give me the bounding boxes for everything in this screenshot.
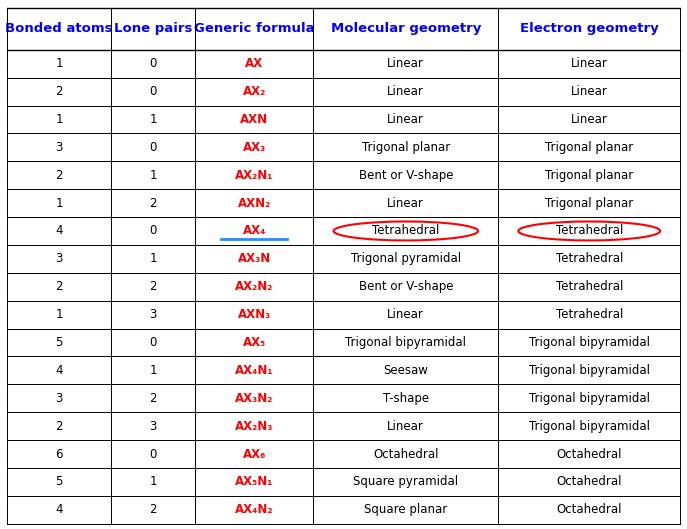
- Text: 2: 2: [55, 419, 63, 433]
- Text: AX₂N₁: AX₂N₁: [235, 169, 273, 182]
- Text: Tetrahedral: Tetrahedral: [556, 252, 623, 266]
- Text: Tetrahedral: Tetrahedral: [556, 280, 623, 293]
- Text: Seesaw: Seesaw: [383, 364, 428, 377]
- Text: 4: 4: [55, 224, 63, 238]
- Text: AXN₂: AXN₂: [238, 197, 271, 209]
- Text: 2: 2: [150, 197, 157, 209]
- Text: Bonded atoms: Bonded atoms: [5, 22, 113, 35]
- Text: Tetrahedral: Tetrahedral: [556, 308, 623, 321]
- Text: Linear: Linear: [387, 113, 424, 126]
- Text: Square pyramidal: Square pyramidal: [353, 476, 458, 488]
- Text: Linear: Linear: [387, 57, 424, 70]
- Text: Octahedral: Octahedral: [556, 448, 622, 461]
- Text: Linear: Linear: [571, 57, 608, 70]
- Text: 0: 0: [150, 448, 157, 461]
- Text: AX₂: AX₂: [243, 85, 266, 98]
- Text: 1: 1: [150, 169, 157, 182]
- Text: Trigonal bipyramidal: Trigonal bipyramidal: [529, 419, 650, 433]
- Text: 2: 2: [150, 280, 157, 293]
- Text: Linear: Linear: [571, 85, 608, 98]
- Text: 6: 6: [55, 448, 63, 461]
- Text: 3: 3: [56, 252, 63, 266]
- Text: 2: 2: [55, 280, 63, 293]
- Text: 2: 2: [55, 85, 63, 98]
- Text: Linear: Linear: [387, 197, 424, 209]
- Text: AX₂N₂: AX₂N₂: [235, 280, 273, 293]
- Text: AX₄N₁: AX₄N₁: [235, 364, 273, 377]
- Text: 4: 4: [55, 364, 63, 377]
- Text: AX₃N: AX₃N: [238, 252, 271, 266]
- Text: 3: 3: [150, 308, 157, 321]
- Text: 5: 5: [56, 336, 63, 349]
- Text: 0: 0: [150, 224, 157, 238]
- Text: AX₄: AX₄: [243, 224, 266, 238]
- Text: 2: 2: [55, 169, 63, 182]
- Text: Trigonal pyramidal: Trigonal pyramidal: [351, 252, 461, 266]
- Text: Trigonal planar: Trigonal planar: [545, 141, 633, 154]
- Text: 1: 1: [150, 364, 157, 377]
- Text: 0: 0: [150, 57, 157, 70]
- Text: Electron geometry: Electron geometry: [520, 22, 659, 35]
- Text: 1: 1: [150, 252, 157, 266]
- Text: AX: AX: [245, 57, 263, 70]
- Text: AX₃: AX₃: [243, 141, 266, 154]
- Text: Octahedral: Octahedral: [373, 448, 438, 461]
- Text: 1: 1: [150, 476, 157, 488]
- Text: 1: 1: [150, 113, 157, 126]
- Text: AX₆: AX₆: [243, 448, 266, 461]
- Text: Tetrahedral: Tetrahedral: [372, 224, 440, 238]
- Text: T-shape: T-shape: [383, 392, 429, 405]
- Text: Tetrahedral: Tetrahedral: [556, 224, 623, 238]
- Text: Trigonal bipyramidal: Trigonal bipyramidal: [346, 336, 466, 349]
- Text: 4: 4: [55, 503, 63, 516]
- Text: Bent or V-shape: Bent or V-shape: [359, 169, 453, 182]
- Text: Trigonal planar: Trigonal planar: [545, 169, 633, 182]
- Text: 1: 1: [55, 308, 63, 321]
- Text: 1: 1: [55, 113, 63, 126]
- Text: AX₂N₃: AX₂N₃: [235, 419, 273, 433]
- Text: 2: 2: [150, 392, 157, 405]
- Text: 2: 2: [150, 503, 157, 516]
- Text: AX₅N₁: AX₅N₁: [235, 476, 273, 488]
- Text: 0: 0: [150, 85, 157, 98]
- Text: Lone pairs: Lone pairs: [114, 22, 192, 35]
- Text: AXN₃: AXN₃: [238, 308, 271, 321]
- Text: 3: 3: [56, 141, 63, 154]
- Text: Molecular geometry: Molecular geometry: [330, 22, 481, 35]
- Text: 3: 3: [56, 392, 63, 405]
- Text: 0: 0: [150, 141, 157, 154]
- Text: AX₅: AX₅: [243, 336, 266, 349]
- Text: Linear: Linear: [387, 85, 424, 98]
- Text: Trigonal bipyramidal: Trigonal bipyramidal: [529, 364, 650, 377]
- Text: Bent or V-shape: Bent or V-shape: [359, 280, 453, 293]
- Text: 1: 1: [55, 57, 63, 70]
- Text: AXN: AXN: [240, 113, 269, 126]
- Text: Linear: Linear: [387, 308, 424, 321]
- Text: 5: 5: [56, 476, 63, 488]
- Text: Octahedral: Octahedral: [556, 476, 622, 488]
- Text: Octahedral: Octahedral: [556, 503, 622, 516]
- Text: AX₄N₂: AX₄N₂: [235, 503, 273, 516]
- Text: Trigonal planar: Trigonal planar: [545, 197, 633, 209]
- Text: 1: 1: [55, 197, 63, 209]
- Text: Trigonal bipyramidal: Trigonal bipyramidal: [529, 392, 650, 405]
- Text: AX₃N₂: AX₃N₂: [235, 392, 273, 405]
- Text: Generic formula: Generic formula: [194, 22, 315, 35]
- Text: 0: 0: [150, 336, 157, 349]
- Text: Square planar: Square planar: [364, 503, 447, 516]
- Text: Trigonal planar: Trigonal planar: [361, 141, 450, 154]
- Text: 3: 3: [150, 419, 157, 433]
- Text: Linear: Linear: [387, 419, 424, 433]
- Text: Trigonal bipyramidal: Trigonal bipyramidal: [529, 336, 650, 349]
- Text: Linear: Linear: [571, 113, 608, 126]
